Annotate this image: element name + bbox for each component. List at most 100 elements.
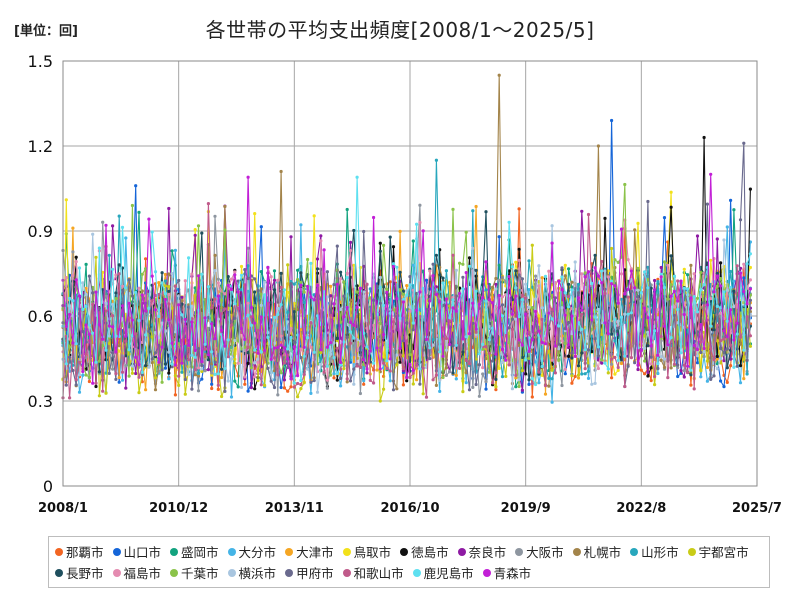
data-point <box>114 334 118 338</box>
data-point <box>484 387 488 391</box>
data-point <box>467 264 472 268</box>
data-point <box>302 300 306 305</box>
data-point <box>474 204 478 209</box>
data-point <box>147 365 151 369</box>
data-point <box>325 378 329 382</box>
data-point <box>302 372 306 377</box>
data-point <box>130 318 134 322</box>
data-point <box>64 362 68 366</box>
data-point <box>153 376 158 380</box>
data-point <box>454 377 458 381</box>
data-point <box>332 302 336 306</box>
data-point <box>431 274 435 278</box>
data-point <box>461 275 465 279</box>
data-point <box>117 375 121 380</box>
data-point <box>524 282 528 286</box>
data-point <box>200 272 204 276</box>
data-point <box>616 358 620 362</box>
data-point <box>563 367 567 371</box>
data-point <box>104 294 108 298</box>
data-point <box>560 275 564 279</box>
data-point <box>643 372 647 376</box>
data-point <box>378 399 382 403</box>
data-point <box>560 339 564 343</box>
data-point <box>725 366 729 370</box>
data-point <box>91 381 95 385</box>
data-point <box>600 259 604 264</box>
data-point <box>187 343 191 347</box>
legend-label: 鳥取市 <box>353 545 392 560</box>
data-point <box>243 345 247 349</box>
data-point <box>557 358 561 362</box>
data-point <box>309 391 313 395</box>
data-point <box>332 376 336 380</box>
data-point <box>315 257 320 261</box>
data-point <box>633 361 637 365</box>
data-point <box>243 382 247 386</box>
data-point <box>269 275 273 279</box>
data-point <box>543 342 548 346</box>
data-point <box>616 365 620 370</box>
data-point <box>111 267 115 271</box>
data-point <box>226 379 230 383</box>
legend-swatch <box>285 547 294 556</box>
data-point <box>428 269 432 273</box>
data-point <box>719 261 723 265</box>
data-point <box>719 356 723 361</box>
data-point <box>524 312 528 316</box>
legend-label: 徳島市 <box>411 545 449 560</box>
data-point <box>530 376 534 381</box>
data-point <box>289 377 293 381</box>
data-point <box>177 303 181 307</box>
data-point <box>282 288 286 292</box>
data-point <box>193 228 197 232</box>
data-point <box>583 348 587 352</box>
legend-swatch <box>400 547 409 556</box>
data-point <box>355 290 359 294</box>
data-point <box>676 366 680 370</box>
data-point <box>699 288 703 292</box>
data-point <box>474 382 478 387</box>
data-point <box>229 323 234 327</box>
data-point <box>157 360 161 364</box>
data-point <box>494 385 498 389</box>
data-point <box>160 281 164 285</box>
legend-swatch <box>630 547 639 556</box>
data-point <box>372 361 376 365</box>
data-point <box>411 321 415 325</box>
data-point <box>64 383 68 387</box>
data-point <box>68 355 72 359</box>
data-point <box>494 276 498 281</box>
data-point <box>735 321 739 325</box>
data-point <box>130 294 134 298</box>
data-point <box>689 368 693 372</box>
data-point <box>372 298 376 302</box>
data-point <box>580 312 584 316</box>
data-point <box>610 376 614 380</box>
data-point <box>223 344 227 348</box>
data-point <box>454 268 458 272</box>
data-point <box>500 295 505 299</box>
data-point <box>428 299 432 303</box>
data-point <box>124 236 128 240</box>
data-point <box>272 385 277 390</box>
legend-item: 長野市 <box>55 562 104 583</box>
data-point <box>339 360 343 364</box>
data-point <box>253 277 257 281</box>
data-point <box>497 366 501 370</box>
data-point <box>104 223 108 227</box>
data-point <box>567 346 571 350</box>
data-point <box>434 253 438 257</box>
data-point <box>253 321 257 325</box>
data-point <box>699 369 703 373</box>
data-point <box>580 209 584 213</box>
data-point <box>742 276 746 280</box>
data-point <box>732 305 736 309</box>
data-point <box>101 389 105 393</box>
data-point <box>325 386 329 390</box>
data-point <box>461 350 465 354</box>
data-point <box>200 363 204 368</box>
legend-item: 甲府市 <box>285 562 334 583</box>
data-point <box>636 221 640 225</box>
data-point <box>173 363 177 367</box>
